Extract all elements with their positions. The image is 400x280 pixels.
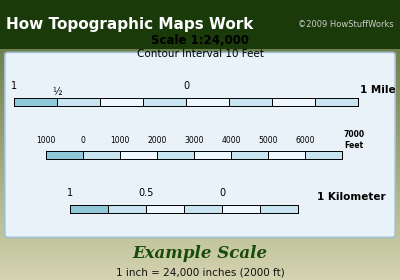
Bar — [231, 151, 268, 159]
Bar — [57, 98, 100, 106]
Text: 0: 0 — [80, 136, 86, 145]
Bar — [46, 151, 342, 159]
Bar — [186, 98, 229, 106]
Text: 0: 0 — [219, 188, 225, 198]
Bar — [184, 205, 222, 213]
Bar — [83, 151, 120, 159]
Text: Contour Interval 10 Feet: Contour Interval 10 Feet — [136, 49, 264, 59]
Bar — [260, 205, 298, 213]
Bar — [222, 205, 260, 213]
Text: 5000: 5000 — [258, 136, 278, 145]
Text: ©2009 HowStuffWorks: ©2009 HowStuffWorks — [298, 20, 394, 29]
Bar — [14, 98, 358, 106]
Text: 1 inch = 24,000 inches (2000 ft): 1 inch = 24,000 inches (2000 ft) — [116, 267, 284, 277]
Text: 4000: 4000 — [221, 136, 241, 145]
Text: 1: 1 — [67, 188, 73, 198]
Text: 1000: 1000 — [110, 136, 130, 145]
Bar — [0, 0, 400, 49]
Bar — [46, 151, 83, 159]
Bar — [157, 151, 194, 159]
Text: Scale 1:24,000: Scale 1:24,000 — [151, 34, 249, 47]
Text: 0.5: 0.5 — [138, 188, 154, 198]
Bar — [108, 205, 146, 213]
Bar — [268, 151, 305, 159]
Bar — [70, 205, 298, 213]
Bar — [315, 98, 358, 106]
Bar — [194, 151, 231, 159]
Text: 1 Mile: 1 Mile — [360, 85, 396, 95]
Bar — [272, 98, 315, 106]
Bar — [70, 205, 108, 213]
Bar — [305, 151, 342, 159]
Bar — [14, 98, 57, 106]
Bar — [120, 151, 157, 159]
Text: 1000: 1000 — [36, 136, 56, 145]
Text: 3000: 3000 — [184, 136, 204, 145]
Text: Example Scale: Example Scale — [132, 246, 268, 262]
Text: 7000
Feet: 7000 Feet — [344, 130, 365, 150]
Bar — [100, 98, 143, 106]
Bar — [143, 98, 186, 106]
Text: 6000: 6000 — [295, 136, 315, 145]
Text: ½: ½ — [52, 87, 62, 97]
Bar — [229, 98, 272, 106]
Bar — [146, 205, 184, 213]
Text: How Topographic Maps Work: How Topographic Maps Work — [6, 17, 253, 32]
Text: 1: 1 — [11, 81, 17, 91]
Text: 0: 0 — [183, 81, 189, 91]
Text: 1 Kilometer: 1 Kilometer — [317, 192, 386, 202]
FancyBboxPatch shape — [5, 52, 395, 237]
Text: 2000: 2000 — [147, 136, 167, 145]
